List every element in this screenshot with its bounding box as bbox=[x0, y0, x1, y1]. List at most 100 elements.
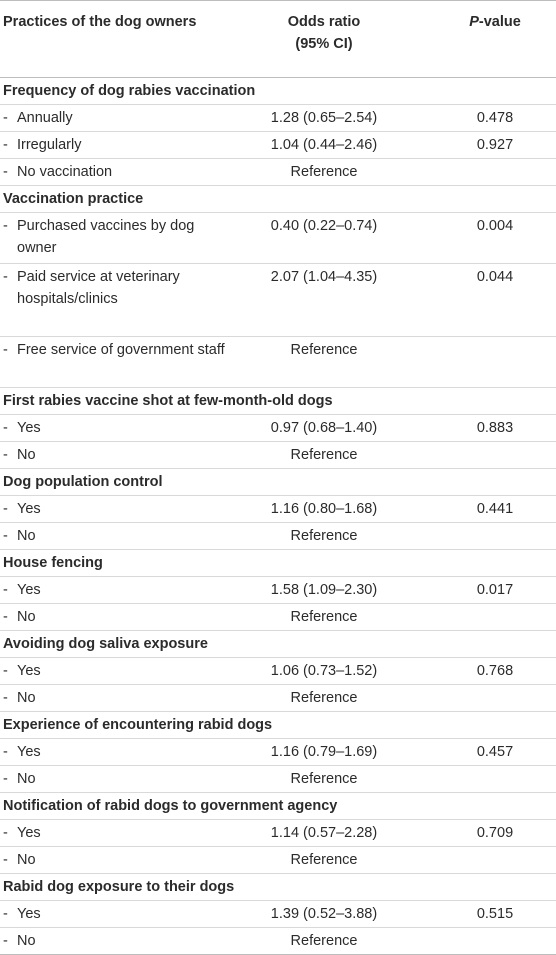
odds-ratio-cell: Reference bbox=[232, 336, 412, 388]
p-value-cell: 0.478 bbox=[412, 104, 556, 132]
header-practices: Practices of the dog owners bbox=[0, 0, 232, 78]
p-value-cell: 0.768 bbox=[412, 657, 556, 685]
bullet-dash: - bbox=[3, 218, 8, 234]
section-title: First rabies vaccine shot at few-month-o… bbox=[0, 387, 556, 415]
row-label-cell: - Yes bbox=[0, 414, 232, 442]
p-value-cell: 0.927 bbox=[412, 131, 556, 159]
p-value-cell: 0.709 bbox=[412, 819, 556, 847]
bullet-dash: - bbox=[3, 528, 8, 544]
p-value-cell: 0.044 bbox=[412, 263, 556, 337]
p-value-cell bbox=[412, 158, 556, 186]
p-value-cell: 0.004 bbox=[412, 212, 556, 264]
row-label-cell: - No bbox=[0, 522, 232, 550]
p-value-cell: 0.883 bbox=[412, 414, 556, 442]
bullet-dash: - bbox=[3, 744, 8, 760]
section-header-row: House fencing bbox=[0, 549, 556, 577]
header-odds-ratio-line2: (95% CI) bbox=[295, 36, 353, 52]
bullet-dash: - bbox=[3, 164, 8, 180]
row-label-cell: - Yes bbox=[0, 738, 232, 766]
header-p-value: P-value bbox=[412, 0, 556, 78]
row-label-cell: - Yes bbox=[0, 819, 232, 847]
row-label: No bbox=[17, 771, 36, 787]
section-title: Dog population control bbox=[0, 468, 556, 496]
odds-ratio-cell: 1.16 (0.80–1.68) bbox=[232, 495, 412, 523]
bullet-dash: - bbox=[3, 852, 8, 868]
table-row: - Purchased vaccines by dog owner 0.40 (0.… bbox=[0, 212, 556, 264]
bullet-dash: - bbox=[3, 269, 8, 285]
odds-ratio-cell: 1.06 (0.73–1.52) bbox=[232, 657, 412, 685]
row-label: No bbox=[17, 447, 36, 463]
row-label: Irregularly bbox=[17, 137, 82, 153]
section-header-row: Avoiding dog saliva exposure bbox=[0, 630, 556, 658]
row-label: No bbox=[17, 609, 36, 625]
odds-ratio-cell: Reference bbox=[232, 603, 412, 631]
odds-ratio-cell: 1.14 (0.57–2.28) bbox=[232, 819, 412, 847]
table-row: - No Reference bbox=[0, 522, 556, 550]
p-value-cell: 0.515 bbox=[412, 900, 556, 928]
odds-ratio-cell: Reference bbox=[232, 846, 412, 874]
odds-ratio-cell: Reference bbox=[232, 158, 412, 186]
section-title: Vaccination practice bbox=[0, 185, 556, 213]
odds-ratio-cell: 1.39 (0.52–3.88) bbox=[232, 900, 412, 928]
table-body: Frequency of dog rabies vaccination - Annu… bbox=[0, 77, 556, 955]
odds-ratio-cell: Reference bbox=[232, 522, 412, 550]
section-header-row: Notification of rabid dogs to government… bbox=[0, 792, 556, 820]
row-label: Yes bbox=[17, 501, 41, 517]
row-label-cell: - Annually bbox=[0, 104, 232, 132]
table-row: - Paid service at veterinary hospitals/cl… bbox=[0, 263, 556, 337]
bullet-dash: - bbox=[3, 342, 8, 358]
table-row: - No Reference bbox=[0, 684, 556, 712]
p-value-cell bbox=[412, 765, 556, 793]
row-label-cell: - Yes bbox=[0, 900, 232, 928]
table-row: - Free service of government staff Referen… bbox=[0, 336, 556, 388]
section-title: House fencing bbox=[0, 549, 556, 577]
table-header-row: Practices of the dog owners Odds ratio (… bbox=[0, 0, 556, 78]
row-label-cell: - Yes bbox=[0, 657, 232, 685]
row-label: Yes bbox=[17, 825, 41, 841]
bullet-dash: - bbox=[3, 906, 8, 922]
row-label: Paid service at veterinary hospitals/cli… bbox=[17, 269, 180, 307]
odds-ratio-cell: Reference bbox=[232, 441, 412, 469]
row-label: Yes bbox=[17, 582, 41, 598]
row-label: No bbox=[17, 528, 36, 544]
header-odds-ratio: Odds ratio (95% CI) bbox=[232, 0, 412, 78]
odds-ratio-cell: 1.58 (1.09–2.30) bbox=[232, 576, 412, 604]
bullet-dash: - bbox=[3, 825, 8, 841]
header-p-italic: P bbox=[469, 14, 479, 30]
header-practices-text: Practices of the dog owners bbox=[3, 14, 197, 30]
bullet-dash: - bbox=[3, 420, 8, 436]
p-value-cell bbox=[412, 441, 556, 469]
section-title: Rabid dog exposure to their dogs bbox=[0, 873, 556, 901]
p-value-cell bbox=[412, 927, 556, 955]
bullet-dash: - bbox=[3, 137, 8, 153]
section-header-row: Rabid dog exposure to their dogs bbox=[0, 873, 556, 901]
row-label-cell: - No bbox=[0, 846, 232, 874]
section-header-row: Vaccination practice bbox=[0, 185, 556, 213]
row-label-cell: - Yes bbox=[0, 576, 232, 604]
row-label: Purchased vaccines by dog owner bbox=[17, 218, 195, 256]
row-label-cell: - No bbox=[0, 603, 232, 631]
table-row: - Yes 1.14 (0.57–2.28) 0.709 bbox=[0, 819, 556, 847]
table-row: - No Reference bbox=[0, 846, 556, 874]
row-label-cell: - Yes bbox=[0, 495, 232, 523]
row-label: Yes bbox=[17, 420, 41, 436]
row-label: Annually bbox=[17, 110, 73, 126]
table-row: - Yes 1.16 (0.79–1.69) 0.457 bbox=[0, 738, 556, 766]
row-label-cell: - No vaccination bbox=[0, 158, 232, 186]
row-label: No bbox=[17, 852, 36, 868]
row-label-cell: - No bbox=[0, 684, 232, 712]
table-row: - Yes 0.97 (0.68–1.40) 0.883 bbox=[0, 414, 556, 442]
table-row: - No Reference bbox=[0, 927, 556, 955]
bullet-dash: - bbox=[3, 663, 8, 679]
section-header-row: First rabies vaccine shot at few-month-o… bbox=[0, 387, 556, 415]
odds-ratio-cell: 1.28 (0.65–2.54) bbox=[232, 104, 412, 132]
odds-ratio-cell: 0.97 (0.68–1.40) bbox=[232, 414, 412, 442]
section-title: Notification of rabid dogs to government… bbox=[0, 792, 556, 820]
odds-ratio-cell: Reference bbox=[232, 684, 412, 712]
header-p-rest: -value bbox=[478, 14, 521, 30]
bullet-dash: - bbox=[3, 771, 8, 787]
header-odds-ratio-line1: Odds ratio bbox=[287, 14, 361, 30]
bullet-dash: - bbox=[3, 110, 8, 126]
odds-ratio-cell: 0.40 (0.22–0.74) bbox=[232, 212, 412, 264]
bullet-dash: - bbox=[3, 447, 8, 463]
